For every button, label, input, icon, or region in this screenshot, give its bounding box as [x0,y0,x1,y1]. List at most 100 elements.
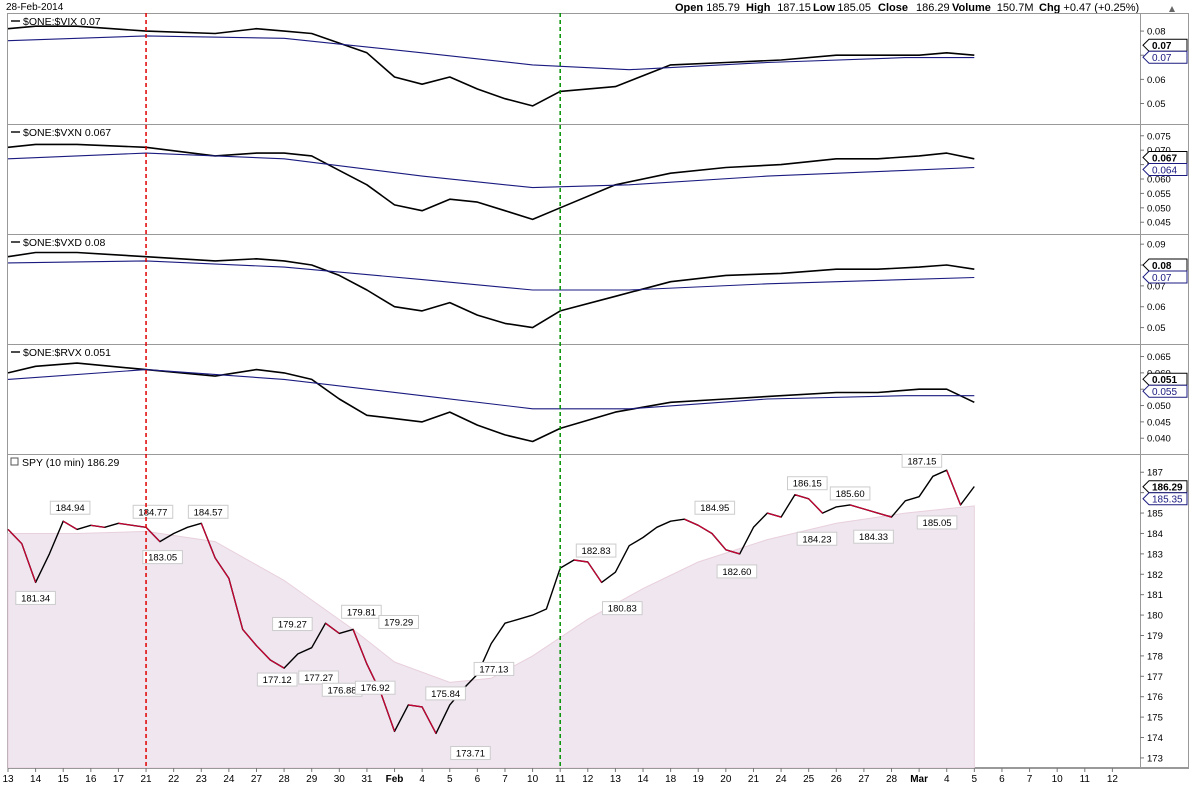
annotation-box [787,476,828,491]
last-value-tag [1142,38,1188,52]
price-series-line [7,251,975,329]
y-tick-label: 0.07 [1147,281,1166,292]
ma-value-tag [1142,270,1188,284]
annotation-label: 185.05 [923,518,952,529]
x-tick-label: 19 [693,774,705,785]
down-candle-segment [849,504,865,510]
panel-title: SPY (10 min) 186.29 [22,457,119,469]
y-tick-label: 0.060 [1147,175,1171,186]
down-candle-segment [90,524,105,528]
panel-4: 1871861851841831821811801791781771761751… [7,453,1189,769]
header-label-2: Low [813,2,835,14]
down-candle-segment [7,528,23,545]
x-tick-label: 5 [972,774,978,785]
moving-average-line [7,369,975,410]
annotation-label: 176.92 [361,683,390,694]
y-tick-label: 179 [1147,631,1163,642]
y-tick-label: 0.065 [1147,352,1171,363]
x-tick-label: 23 [196,774,208,785]
ma-value-tag [1142,384,1188,398]
down-candle-segment [145,526,161,543]
down-candle-segment [877,512,892,518]
header-value-4: 150.7M [997,2,1034,14]
last-value-label: 0.07 [1152,41,1172,52]
annotation-label: 177.12 [263,675,292,686]
last-value-tag [1142,372,1188,386]
down-candle-segment [946,469,962,506]
down-candle-segment [711,533,727,551]
x-tick-label: 15 [58,774,70,785]
x-tick-label: 18 [665,774,677,785]
y-tick-label: 184 [1147,529,1163,540]
header-value-3: 186.29 [916,2,950,14]
x-tick-label: 28 [279,774,291,785]
x-tick-label: 13 [610,774,622,785]
y-tick-label: 180 [1147,611,1163,622]
annotation-box [450,746,491,761]
down-candle-segment [573,559,588,563]
down-candle-segment [214,557,230,579]
x-tick-label: 12 [1107,774,1119,785]
annotation-box [694,500,736,515]
y-tick-label: 176 [1147,692,1163,703]
last-value-tag [1142,480,1188,494]
x-tick-label: 11 [1080,774,1091,785]
annotation-box [916,515,958,530]
x-tick-label: 22 [168,774,180,785]
annotation-box [716,564,758,579]
annotation-label: 179.27 [278,620,307,631]
annotation-label: 185.60 [836,489,865,500]
x-tick-label: 24 [223,774,235,785]
down-candle-segment [62,520,78,530]
x-tick-label: 28 [886,774,898,785]
y-tick-label: 181 [1147,590,1163,601]
annotation-label: 182.60 [722,567,751,578]
ma-value-tag [1142,162,1188,176]
y-tick-label: 185 [1147,509,1163,520]
moving-average-line [7,260,975,291]
x-tick-label: 10 [527,774,539,785]
ma-value-tag [1142,50,1188,64]
x-tick-label: 27 [858,774,870,785]
y-tick-label: 0.08 [1147,27,1166,38]
header-value-5: +0.47 (+0.25%) [1063,2,1139,14]
x-tick-label: 7 [1027,774,1033,785]
annotation-label: 180.83 [608,604,637,615]
panel-3: 0.0650.0600.0550.0500.0450.040$ONE:$RVX … [7,344,1189,445]
x-tick-label: 6 [475,774,481,785]
annotation-box [142,550,183,565]
x-tick-label: 20 [720,774,732,785]
annotation-label: 175.84 [431,689,460,700]
annotation-label: 184.57 [194,507,223,518]
y-tick-label: 0.050 [1147,203,1171,214]
ma-value-label: 0.07 [1152,273,1172,284]
moving-average-line [7,35,975,71]
x-tick-label: 6 [999,774,1005,785]
header-label-3: Close [878,2,908,14]
annotation-box [256,672,298,687]
annotation-label: 173.71 [456,749,485,760]
header-date: 28-Feb-2014 [6,2,64,13]
last-value-label: 0.051 [1152,375,1177,386]
panel-title: $ONE:$VXN 0.067 [23,127,111,139]
y-tick-label: 177 [1147,672,1163,683]
x-tick-label: 17 [113,774,125,785]
down-candle-segment [242,628,257,647]
down-candle-segment [132,524,147,528]
header-label-0: Open [675,2,703,14]
annotation-label: 184.33 [859,532,888,543]
y-tick-label: 0.055 [1147,189,1171,200]
panel-2: 0.090.080.070.060.05$ONE:$VXD 0.080.080.… [7,234,1189,334]
x-tick-label: 21 [748,774,760,785]
annotation-label: 179.29 [384,617,413,628]
annotation-label: 184.94 [56,503,85,514]
y-tick-label: 0.05 [1147,99,1166,110]
header-value-2: 185.05 [837,2,871,14]
chart-type-icon [10,457,19,466]
y-tick-label: 182 [1147,570,1163,581]
down-candle-segment [380,692,396,732]
panel-title: $ONE:$RVX 0.051 [23,347,111,359]
y-tick-label: 0.075 [1147,131,1171,142]
y-tick-label: 173 [1147,753,1163,764]
annotation-label: 182.83 [582,546,611,557]
